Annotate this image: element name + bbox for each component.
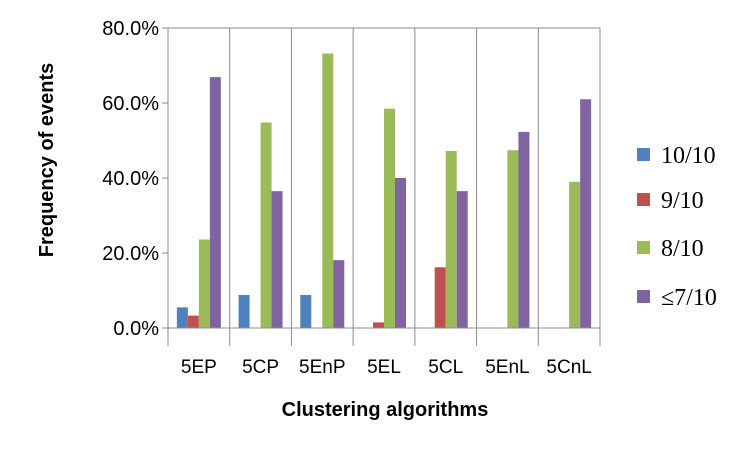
legend-label: 8/10 [661, 236, 704, 262]
bar [238, 295, 250, 328]
y-tick-label: 80.0% [102, 18, 159, 40]
legend-swatch [637, 148, 650, 161]
bar [322, 53, 334, 328]
bar [456, 191, 468, 328]
x-tick-label: 5EP [181, 357, 217, 378]
legend-label: 10/10 [661, 143, 716, 169]
bar [445, 151, 457, 328]
bar [518, 131, 530, 328]
bar [373, 322, 384, 328]
bar [580, 99, 592, 328]
y-tick-label: 60.0% [102, 93, 159, 115]
x-tick-label: 5CP [242, 357, 279, 378]
y-tick-label: 0.0% [113, 318, 159, 340]
y-tick-label: 40.0% [102, 168, 159, 190]
bar [384, 108, 395, 328]
legend-label: 9/10 [661, 188, 704, 214]
bar [176, 307, 188, 328]
bar [300, 295, 312, 328]
bar [271, 191, 283, 328]
x-tick-label: 5EnP [299, 357, 345, 378]
legend-label: ≤7/10 [661, 285, 717, 311]
bar [395, 178, 406, 328]
bar [260, 122, 272, 328]
legend-swatch [637, 193, 650, 206]
legend: 10/10 9/10 8/10 ≤7/10 [637, 143, 717, 311]
bar [507, 150, 519, 328]
x-axis-title: Clustering algorithms [282, 399, 489, 421]
bars [176, 53, 592, 328]
bar [333, 260, 345, 328]
x-tick-label: 5CnL [546, 357, 591, 378]
y-axis: 0.0% 20.0% 40.0% 60.0% 80.0% [102, 18, 169, 340]
x-tick-label: 5CL [428, 357, 463, 378]
bar [187, 315, 199, 328]
x-tick-label: 5EnL [485, 357, 529, 378]
y-axis-title: Frequency of events [36, 63, 58, 258]
bar [209, 77, 221, 328]
bar [569, 181, 581, 328]
bar [198, 239, 210, 328]
legend-swatch [637, 241, 650, 254]
y-tick-label: 20.0% [102, 243, 159, 265]
bar [434, 267, 446, 328]
x-axis: 5EP 5CP 5EnP 5EL 5CL 5EnL 5CnL [167, 327, 601, 378]
x-tick-label: 5EL [367, 357, 401, 378]
legend-swatch [637, 290, 650, 303]
